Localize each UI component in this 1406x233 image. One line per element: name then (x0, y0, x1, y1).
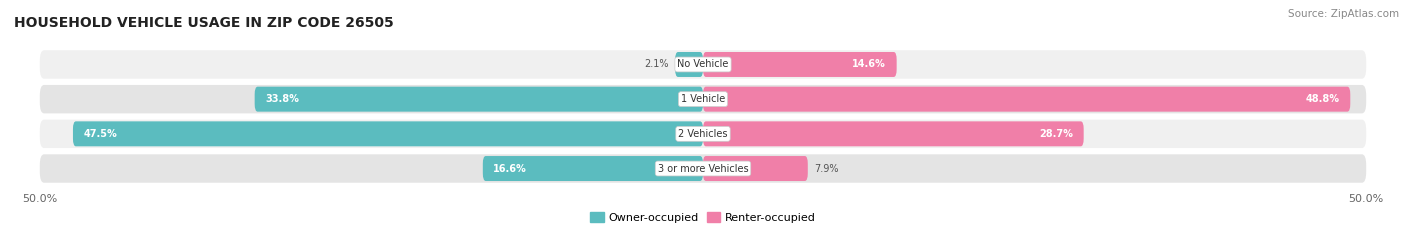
Text: 33.8%: 33.8% (266, 94, 299, 104)
Text: 2.1%: 2.1% (644, 59, 668, 69)
Text: 16.6%: 16.6% (494, 164, 527, 174)
FancyBboxPatch shape (73, 121, 703, 146)
FancyBboxPatch shape (39, 120, 1367, 148)
Text: 14.6%: 14.6% (852, 59, 886, 69)
Text: HOUSEHOLD VEHICLE USAGE IN ZIP CODE 26505: HOUSEHOLD VEHICLE USAGE IN ZIP CODE 2650… (14, 16, 394, 30)
Text: 7.9%: 7.9% (814, 164, 839, 174)
FancyBboxPatch shape (703, 156, 808, 181)
Text: 48.8%: 48.8% (1306, 94, 1340, 104)
FancyBboxPatch shape (39, 154, 1367, 183)
FancyBboxPatch shape (703, 87, 1350, 112)
FancyBboxPatch shape (482, 156, 703, 181)
FancyBboxPatch shape (39, 50, 1367, 79)
Text: 1 Vehicle: 1 Vehicle (681, 94, 725, 104)
FancyBboxPatch shape (254, 87, 703, 112)
FancyBboxPatch shape (675, 52, 703, 77)
Text: 28.7%: 28.7% (1039, 129, 1073, 139)
FancyBboxPatch shape (39, 85, 1367, 113)
Text: 47.5%: 47.5% (83, 129, 117, 139)
Text: 2 Vehicles: 2 Vehicles (678, 129, 728, 139)
FancyBboxPatch shape (703, 121, 1084, 146)
Legend: Owner-occupied, Renter-occupied: Owner-occupied, Renter-occupied (586, 208, 820, 227)
FancyBboxPatch shape (703, 52, 897, 77)
Text: 3 or more Vehicles: 3 or more Vehicles (658, 164, 748, 174)
Text: No Vehicle: No Vehicle (678, 59, 728, 69)
Text: Source: ZipAtlas.com: Source: ZipAtlas.com (1288, 9, 1399, 19)
